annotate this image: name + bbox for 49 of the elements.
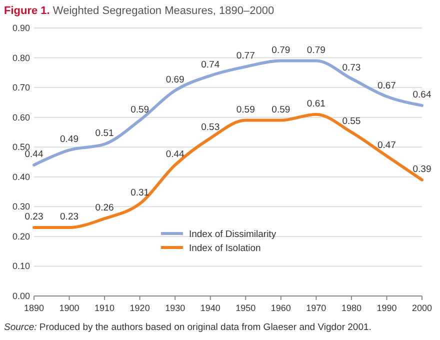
data-label: 0.59	[236, 104, 255, 116]
y-tick-label: 0.40	[12, 172, 30, 182]
legend-label: Index of Dissimilarity	[188, 228, 276, 240]
data-label: 0.44	[24, 148, 44, 160]
x-tick-label: 1900	[59, 303, 80, 313]
data-label: 0.23	[24, 212, 44, 223]
y-tick-label: 0.60	[12, 112, 30, 122]
data-label: 0.49	[60, 134, 79, 146]
y-tick-label: 0.90	[12, 23, 30, 33]
x-tick-label: 1930	[165, 303, 186, 313]
x-tick-label: 1950	[236, 303, 256, 313]
data-label: 0.39	[412, 164, 432, 175]
data-label: 0.47	[377, 140, 396, 152]
x-tick-label: 1940	[200, 303, 220, 313]
data-label: 0.79	[306, 44, 326, 56]
data-label: 0.67	[377, 80, 396, 92]
y-tick-label: 0.30	[12, 202, 30, 212]
data-label: 0.53	[201, 122, 220, 134]
chart-title: Figure 1. Weighted Segregation Measures, 1890–2000	[4, 5, 274, 17]
x-tick-label: 1960	[270, 303, 291, 313]
y-tick-label: 0.80	[12, 52, 30, 63]
x-tick-label: 2000	[412, 303, 432, 313]
x-tick-label: 1920	[130, 303, 150, 313]
data-label: 0.69	[166, 74, 184, 86]
x-tick-label: 1990	[376, 303, 397, 313]
y-tick-label: 0.20	[12, 231, 30, 242]
x-tick-label: 1970	[306, 303, 326, 313]
data-label: 0.23	[60, 212, 79, 223]
data-label: 0.51	[95, 128, 114, 140]
data-label: 0.55	[342, 116, 361, 128]
legend-label: Index of Isolation	[188, 242, 261, 254]
data-label: 0.61	[306, 98, 326, 110]
y-tick-label: 0.70	[12, 82, 30, 93]
data-label: 0.64	[412, 89, 432, 100]
x-tick-label: 1890	[24, 303, 44, 313]
y-tick-label: 0.00	[12, 291, 30, 301]
data-label: 0.73	[342, 62, 361, 74]
source-note: Source: Produced by the authors based on original data from Glaeser and Vigdor 2001.	[4, 322, 372, 333]
data-label: 0.59	[272, 104, 290, 116]
data-label: 0.31	[130, 188, 150, 199]
data-label: 0.77	[236, 50, 255, 62]
data-label: 0.44	[166, 148, 184, 160]
data-label: 0.79	[272, 44, 290, 56]
data-label: 0.26	[95, 202, 114, 214]
x-tick-label: 1980	[341, 303, 362, 313]
x-tick-label: 1910	[94, 303, 115, 313]
data-label: 0.59	[130, 104, 150, 116]
y-tick-label: 0.10	[12, 261, 30, 272]
data-label: 0.74	[201, 60, 220, 71]
